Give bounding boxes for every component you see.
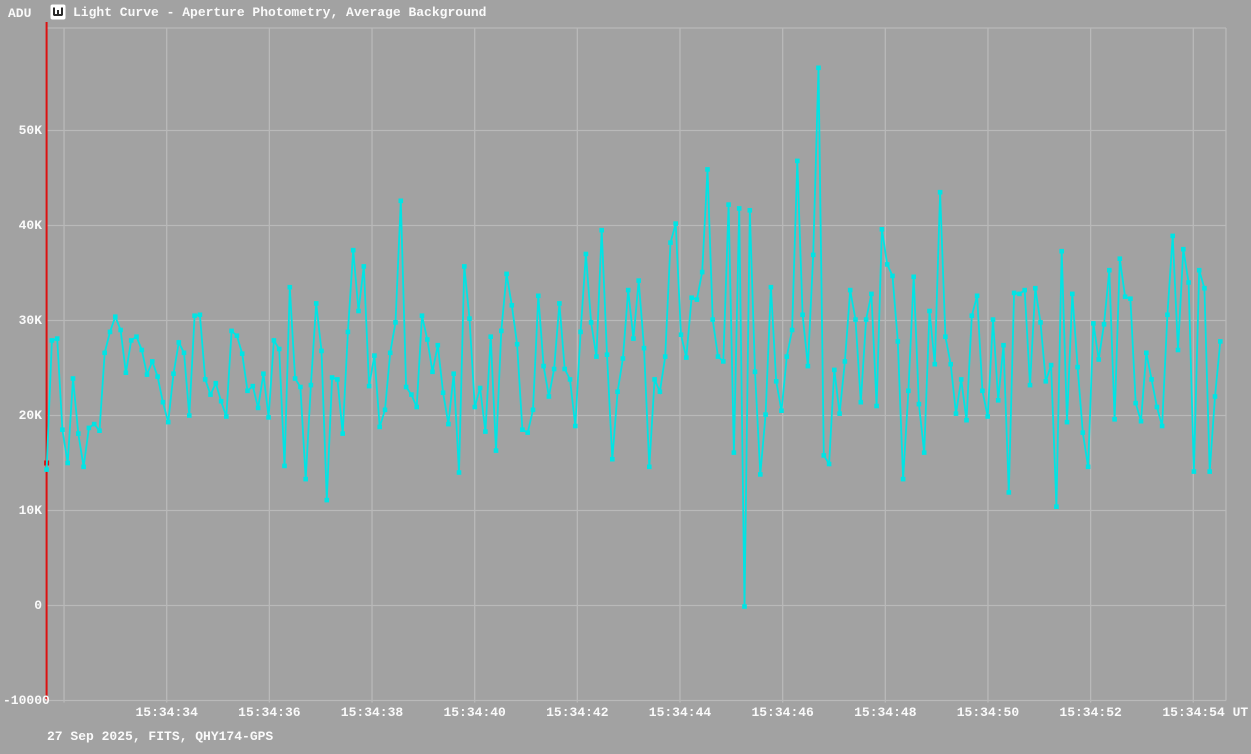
y-tick-label: 30K [18, 312, 42, 328]
x-tick-label: 15:34:36 [238, 705, 301, 720]
y-axis-unit-label: ADU [8, 6, 32, 21]
x-tick-label: 15:34:46 [751, 705, 814, 720]
y-tick-label: 40K [18, 217, 42, 233]
window-title: Light Curve - Aperture Photometry, Avera… [73, 4, 487, 20]
x-tick-label: 15:34:42 [546, 705, 609, 720]
x-tick-label: 15:34:48 [854, 705, 917, 720]
x-tick-label: 15:34:40 [443, 705, 506, 720]
x-tick-label: 15:34:34 [135, 705, 198, 720]
status-bar: 27 Sep 2025, FITS, QHY174-GPS [47, 729, 274, 744]
x-tick-label: 15:34:50 [956, 705, 1020, 720]
grid-lines [46, 27, 1227, 703]
y-tick-label: 50K [18, 122, 42, 138]
x-tick-label: 15:34:38 [340, 705, 404, 720]
frame-cursor[interactable] [44, 22, 50, 701]
x-tick-label: 15:34:54 UT [1162, 705, 1249, 720]
y-tick-label: 0 [34, 597, 42, 613]
y-tick-label: -10000 [3, 692, 50, 708]
x-tick-label: 15:34:44 [648, 705, 712, 720]
light-curve-series[interactable] [44, 65, 1223, 609]
x-tick-label: 15:34:52 [1059, 705, 1122, 720]
y-tick-label: 20K [18, 407, 42, 423]
y-tick-label: 10K [18, 502, 42, 518]
light-curve-icon [50, 4, 66, 20]
title-bar: Light Curve - Aperture Photometry, Avera… [50, 2, 486, 22]
